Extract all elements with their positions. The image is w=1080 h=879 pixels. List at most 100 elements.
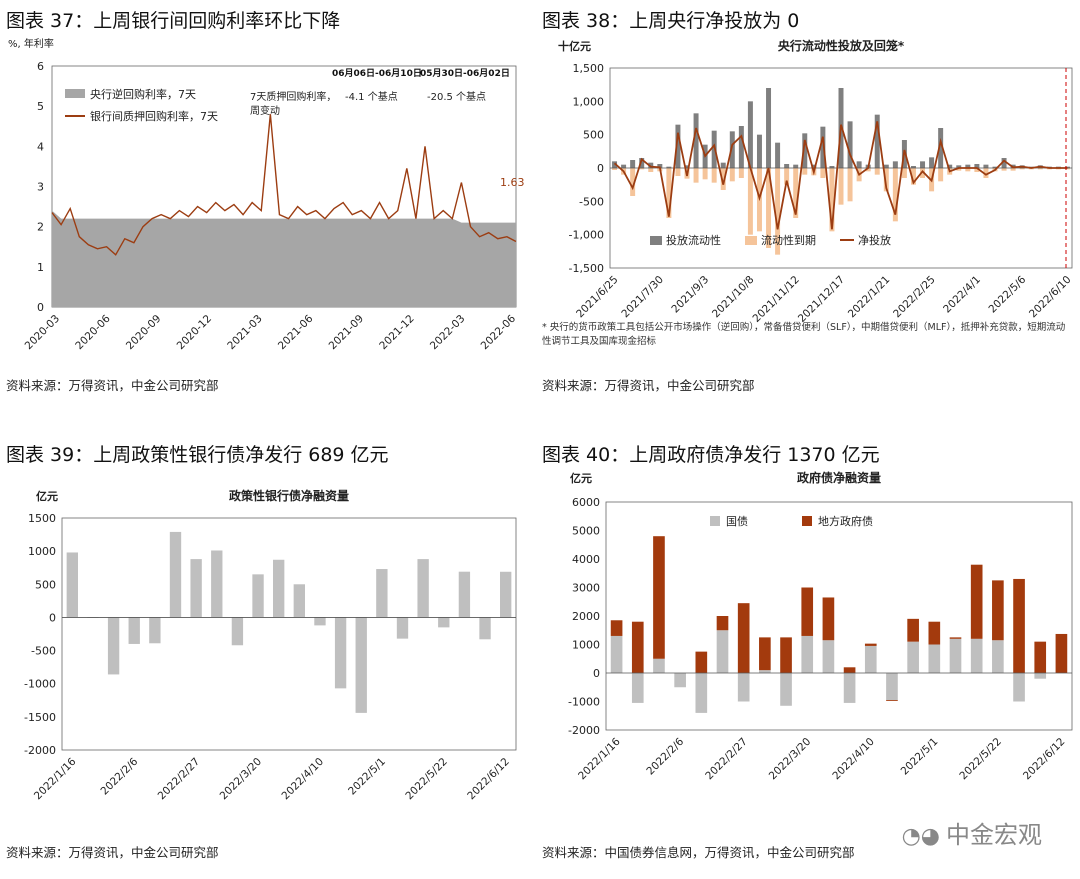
bar: [376, 569, 388, 618]
bar-inflow: [874, 114, 880, 168]
series-area: [52, 210, 516, 307]
bar-outflow: [711, 168, 717, 183]
x-tick-label: 2022/6/12: [465, 756, 512, 803]
table-header: 06月06日-06月10日: [332, 68, 422, 79]
y-tick-label: 1: [37, 261, 44, 274]
bar-inflow: [630, 160, 636, 168]
bar-outflow: [648, 168, 654, 172]
y-axis-label: 亿元: [570, 471, 592, 485]
bar-outflow: [838, 168, 844, 205]
bar-treasury: [843, 673, 856, 703]
x-tick-label: 2021-06: [276, 312, 316, 352]
bar-treasury: [737, 673, 750, 702]
bar: [314, 617, 326, 626]
panel-title: 图表 40：上周政府债净发行 1370 亿元: [542, 444, 880, 466]
y-tick-label: 6: [37, 60, 44, 73]
bar-inflow: [621, 164, 627, 168]
bar-local-gov: [1055, 633, 1068, 673]
bar: [293, 584, 305, 618]
x-tick-label: 2022/3/20: [218, 756, 265, 803]
bar-outflow: [766, 168, 772, 248]
bar: [355, 617, 367, 713]
y-tick-label: 3: [37, 181, 44, 194]
x-tick-label: 2020-12: [175, 313, 215, 353]
x-tick-label: 2020-06: [73, 312, 113, 352]
bar-treasury: [653, 658, 665, 673]
bar-treasury: [801, 635, 814, 673]
bar: [334, 617, 347, 689]
y-tick-label: 500: [35, 578, 56, 591]
legend-swatch: [650, 236, 662, 245]
x-tick-label: 2022/4/10: [280, 756, 327, 803]
legend-swatch: [65, 89, 85, 98]
series-line: [51, 114, 517, 256]
y-tick-label: 500: [583, 129, 604, 142]
bar-outflow: [747, 168, 753, 235]
bar-local-gov: [759, 637, 771, 671]
table-row-label: 7天质押回购利率，: [250, 90, 336, 103]
x-tick-label: 2022/2/25: [891, 274, 938, 321]
panel-title: 图表 39：上周政策性银行债净发行 689 亿元: [6, 444, 389, 466]
x-tick-label: 2022/4/10: [830, 736, 877, 783]
bar-outflow: [630, 168, 636, 196]
bar-outflow: [865, 168, 871, 172]
bar-inflow: [929, 157, 935, 168]
x-tick-label: 2022/1/16: [576, 735, 623, 782]
bar-inflow: [729, 131, 735, 168]
bar-outflow: [720, 168, 726, 190]
bar-treasury: [631, 673, 644, 703]
bar-inflow: [802, 133, 808, 168]
bar-inflow: [784, 164, 790, 168]
panel-39: 图表 39：上周政策性银行债净发行 689 亿元 亿元 政策性银行债净融资量 -20…: [0, 430, 540, 879]
bar-outflow: [793, 168, 799, 218]
bar-outflow: [775, 168, 781, 255]
bar-local-gov: [886, 700, 898, 701]
y-tick-label: 0: [593, 667, 600, 680]
x-tick-label: 2022/5/22: [957, 736, 1004, 783]
bar-treasury: [1034, 673, 1047, 679]
bar-local-gov: [631, 621, 644, 673]
bar-inflow: [938, 128, 944, 168]
end-value-label: 1.63: [500, 176, 525, 189]
y-tick-label: -500: [579, 195, 604, 208]
bar-outflow: [983, 168, 989, 178]
legend-swatch: [710, 516, 720, 526]
source-note: 资料来源：中国债券信息网，万得资讯，中金公司研究部: [542, 845, 855, 860]
bar-treasury: [822, 640, 835, 673]
y-tick-label: 1500: [28, 512, 56, 525]
x-tick-label: 2022/6/12: [1021, 736, 1068, 783]
bar-outflow: [784, 168, 790, 185]
y-tick-label: 0: [37, 301, 44, 314]
bar-inflow: [847, 121, 853, 168]
bar-outflow: [965, 168, 971, 172]
y-tick-label: 5000: [572, 525, 600, 538]
bar-treasury: [907, 641, 919, 673]
x-tick-label: 2021/12/17: [796, 274, 847, 325]
x-tick-label: 2022/1/21: [846, 274, 893, 321]
bar-inflow: [965, 164, 971, 168]
x-tick-label: 2021-03: [225, 313, 265, 353]
bar-treasury: [970, 638, 983, 673]
series-line: [613, 121, 1068, 230]
bar-local-gov: [737, 603, 750, 673]
bar-treasury: [886, 673, 898, 701]
bar: [417, 559, 429, 618]
x-tick-label: 2022/6/10: [1027, 274, 1074, 321]
bar-outflow: [612, 168, 618, 170]
footnote: * 央行的货币政策工具包括公开市场操作（逆回购），常备借贷便利（SLF），中期借…: [542, 322, 1066, 347]
bar-outflow: [639, 168, 645, 170]
bar-outflow: [666, 168, 672, 218]
bar-inflow: [1064, 166, 1070, 168]
bar-inflow: [666, 166, 672, 168]
wechat-icon: ◔◕: [901, 824, 940, 849]
bar-inflow: [738, 126, 744, 168]
bar-outflow: [675, 168, 681, 176]
y-tick-label: 0: [597, 162, 604, 175]
bar-treasury: [864, 645, 877, 673]
table-value: -4.1 个基点: [345, 90, 398, 103]
bar-inflow: [992, 166, 998, 168]
bar: [252, 574, 264, 618]
bar-outflow: [874, 168, 880, 175]
bar-inflow: [856, 161, 862, 168]
source-note: 资料来源：万得资讯，中金公司研究部: [6, 378, 219, 393]
